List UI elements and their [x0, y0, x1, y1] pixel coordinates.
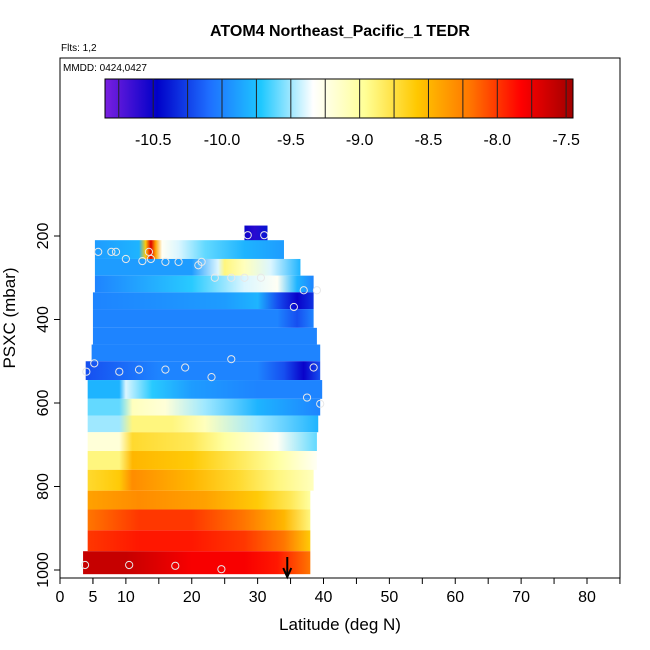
sample-point: [210, 273, 219, 282]
sample-points: [80, 231, 325, 574]
colorbar: -10.5 -10.0 -9.5 -9.0 -8.5 -8.0 -7.5: [104, 78, 580, 149]
x-tick-label: 0: [56, 589, 65, 606]
y-tick-label: 800: [35, 473, 52, 500]
y-tick-label: 200: [35, 223, 52, 250]
y-axis: 200 400 600 800 1000: [35, 223, 60, 588]
heatmap-layer: [87, 432, 317, 452]
latitude-marker: [282, 557, 293, 580]
sample-point: [146, 254, 156, 264]
sample-point: [197, 257, 206, 266]
heatmap-layers: [83, 225, 323, 575]
sample-point: [312, 286, 322, 295]
sample-point: [171, 561, 180, 570]
colorbar-tick-label: -9.5: [277, 132, 305, 149]
sample-point: [82, 367, 91, 376]
sample-point: [299, 286, 308, 295]
plot-frame: [59, 57, 621, 579]
x-tick-label: 40: [315, 589, 333, 606]
date-note: MMDD: 0424,0427: [63, 63, 147, 74]
sample-point: [181, 363, 190, 372]
sample-point: [256, 273, 266, 282]
flights-note: Flts: 1,2: [61, 43, 97, 54]
sample-point: [316, 399, 325, 408]
heatmap-layer: [92, 309, 314, 328]
heatmap-layer: [92, 292, 314, 310]
sample-point: [161, 365, 170, 374]
heatmap-layer: [87, 398, 321, 416]
sample-point: [227, 273, 236, 282]
heatmap-layer: [94, 258, 301, 276]
heatmap-layer: [87, 380, 323, 399]
x-tick-label: 20: [183, 589, 201, 606]
colorbar-bar: [104, 78, 574, 119]
x-axis-label: Latitude (deg N): [279, 615, 401, 634]
heatmap-layer: [87, 490, 311, 510]
sample-point: [217, 565, 226, 574]
x-tick-label: 5: [88, 589, 97, 606]
heatmap-layer: [94, 275, 314, 293]
heatmap-layer: [87, 469, 314, 491]
sample-point: [207, 373, 216, 382]
sample-point: [121, 254, 130, 264]
colorbar-tick-label: -10.0: [204, 132, 241, 149]
y-tick-label: 600: [35, 390, 52, 417]
heatmap-layer: [87, 415, 319, 433]
sample-point: [138, 256, 147, 266]
heatmap-layer: [91, 344, 321, 362]
colorbar-tick-label: -8.0: [484, 132, 512, 149]
heatmap-layer: [87, 530, 311, 552]
sample-point: [260, 231, 269, 240]
colorbar-tick-label: -10.5: [135, 132, 172, 149]
x-tick-label: 10: [117, 589, 135, 606]
sample-point: [240, 273, 249, 282]
x-tick-label: 30: [249, 589, 267, 606]
heatmap-layer: [87, 451, 317, 470]
y-tick-label: 400: [35, 306, 52, 333]
sample-point: [107, 247, 116, 256]
sample-point: [227, 355, 236, 364]
sample-point: [161, 257, 170, 266]
heatmap-layer: [83, 551, 311, 575]
x-tick-label: 50: [380, 589, 398, 606]
sample-point: [174, 257, 183, 266]
sample-point: [115, 367, 124, 376]
sample-point: [289, 302, 298, 312]
heatmap-layer: [92, 327, 317, 345]
chart-title: ATOM4 Northeast_Pacific_1 TEDR: [210, 23, 470, 40]
sample-point: [134, 365, 144, 374]
sample-point: [125, 560, 134, 570]
sample-point: [94, 247, 103, 256]
heatmap-layer: [94, 240, 284, 259]
heatmap-layer: [87, 509, 311, 531]
colorbar-tick-label: -7.5: [552, 132, 580, 149]
colorbar-tick-label: -9.0: [346, 132, 374, 149]
sample-point: [111, 247, 121, 256]
x-tick-label: 70: [512, 589, 530, 606]
x-tick-label: 60: [446, 589, 464, 606]
heatmap-layer: [85, 361, 321, 381]
sample-point: [309, 363, 318, 372]
sample-point: [80, 560, 90, 570]
y-axis-label: PSXC (mbar): [0, 267, 19, 368]
marker-head: [282, 567, 293, 580]
sample-point: [302, 393, 312, 402]
y-tick-label: 1000: [35, 552, 52, 588]
sample-point: [90, 359, 99, 368]
x-axis: 0 5 10 20 30 40 50 60 70 80: [56, 578, 621, 606]
x-tick-label: 80: [578, 589, 596, 606]
colorbar-tick-label: -8.5: [415, 132, 443, 149]
sample-point: [243, 231, 252, 240]
